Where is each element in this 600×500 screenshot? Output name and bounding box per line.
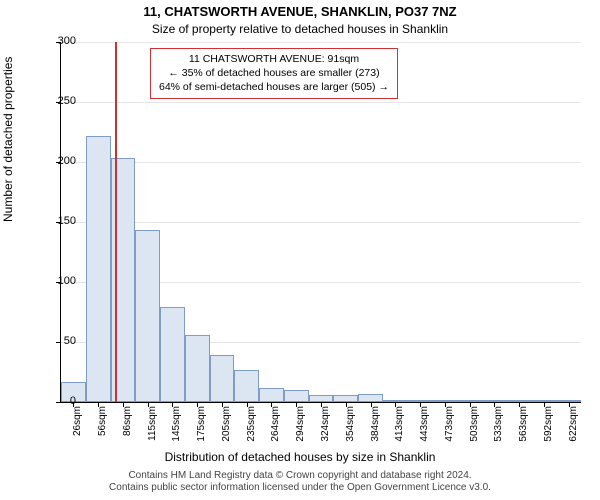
y-tick-label: 0: [36, 395, 76, 407]
annotation-line-2: ← 35% of detached houses are smaller (27…: [159, 66, 389, 80]
histogram-bar: [135, 230, 160, 402]
gridline: [61, 42, 581, 43]
annotation-line-1: 11 CHATSWORTH AVENUE: 91sqm: [159, 52, 389, 66]
y-tick-label: 300: [36, 35, 76, 47]
x-tick-label: 473sqm: [444, 406, 455, 446]
gridline: [61, 162, 581, 163]
histogram-bar: [284, 390, 309, 402]
y-tick-label: 150: [36, 215, 76, 227]
histogram-bar: [234, 370, 259, 402]
gridline: [61, 222, 581, 223]
x-tick-label: 264sqm: [270, 406, 281, 446]
x-tick-label: 503sqm: [469, 406, 480, 446]
footer-line-2: Contains public sector information licen…: [0, 482, 600, 494]
y-tick-label: 100: [36, 275, 76, 287]
histogram-bar: [210, 355, 235, 402]
footer-line-1: Contains HM Land Registry data © Crown c…: [0, 470, 600, 482]
gridline: [61, 102, 581, 103]
histogram-bar: [259, 388, 284, 402]
x-tick-label: 175sqm: [196, 406, 207, 446]
x-tick-label: 443sqm: [419, 406, 430, 446]
x-tick-label: 354sqm: [345, 406, 356, 446]
histogram-bar: [160, 307, 185, 402]
footer-text: Contains HM Land Registry data © Crown c…: [0, 470, 600, 494]
x-tick-label: 592sqm: [543, 406, 554, 446]
x-tick-label: 533sqm: [493, 406, 504, 446]
y-axis-label: Number of detached properties: [1, 57, 15, 222]
x-axis-label: Distribution of detached houses by size …: [0, 450, 600, 464]
x-tick-label: 115sqm: [147, 406, 158, 446]
x-tick-label: 563sqm: [518, 406, 529, 446]
annotation-line-3: 64% of semi-detached houses are larger (…: [159, 80, 389, 94]
x-tick-label: 294sqm: [295, 406, 306, 446]
x-tick-label: 145sqm: [171, 406, 182, 446]
x-tick-label: 235sqm: [246, 406, 257, 446]
x-tick-label: 324sqm: [320, 406, 331, 446]
chart-container: 11, CHATSWORTH AVENUE, SHANKLIN, PO37 7N…: [0, 0, 600, 500]
x-tick-label: 26sqm: [72, 406, 83, 446]
histogram-bar: [185, 335, 210, 402]
chart-title-secondary: Size of property relative to detached ho…: [0, 22, 600, 36]
histogram-bar: [309, 395, 334, 402]
histogram-bar: [86, 136, 111, 402]
y-tick-label: 200: [36, 155, 76, 167]
y-tick-label: 50: [36, 335, 76, 347]
y-tick-label: 250: [36, 95, 76, 107]
histogram-bar: [358, 394, 383, 402]
histogram-bar: [333, 395, 358, 402]
x-tick-label: 56sqm: [97, 406, 108, 446]
chart-title-primary: 11, CHATSWORTH AVENUE, SHANKLIN, PO37 7N…: [0, 4, 600, 19]
x-tick-label: 384sqm: [370, 406, 381, 446]
x-tick-label: 413sqm: [394, 406, 405, 446]
x-tick-label: 622sqm: [568, 406, 579, 446]
x-tick-label: 205sqm: [221, 406, 232, 446]
reference-line: [115, 42, 117, 402]
x-tick-label: 86sqm: [122, 406, 133, 446]
annotation-box: 11 CHATSWORTH AVENUE: 91sqm ← 35% of det…: [150, 48, 398, 99]
